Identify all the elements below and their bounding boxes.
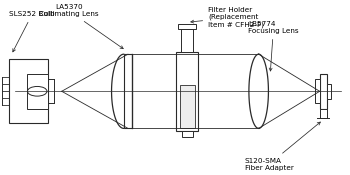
- FancyBboxPatch shape: [320, 108, 327, 118]
- Text: LA5370
Collimating Lens: LA5370 Collimating Lens: [39, 4, 123, 49]
- FancyBboxPatch shape: [27, 74, 48, 109]
- Text: LB5774
Focusing Lens: LB5774 Focusing Lens: [248, 21, 299, 71]
- FancyBboxPatch shape: [178, 24, 196, 29]
- FancyBboxPatch shape: [181, 29, 193, 52]
- FancyBboxPatch shape: [320, 74, 327, 108]
- FancyBboxPatch shape: [180, 85, 195, 128]
- FancyBboxPatch shape: [182, 131, 193, 137]
- Text: Filter Holder
(Replacement
Item # CFH2-F): Filter Holder (Replacement Item # CFH2-F…: [191, 7, 264, 28]
- FancyBboxPatch shape: [327, 83, 331, 99]
- FancyBboxPatch shape: [9, 59, 48, 123]
- FancyBboxPatch shape: [176, 52, 198, 131]
- Text: SLS252 Bulb: SLS252 Bulb: [9, 11, 55, 52]
- FancyBboxPatch shape: [315, 79, 320, 103]
- FancyBboxPatch shape: [124, 54, 132, 128]
- Text: S120-SMA
Fiber Adapter: S120-SMA Fiber Adapter: [245, 122, 320, 171]
